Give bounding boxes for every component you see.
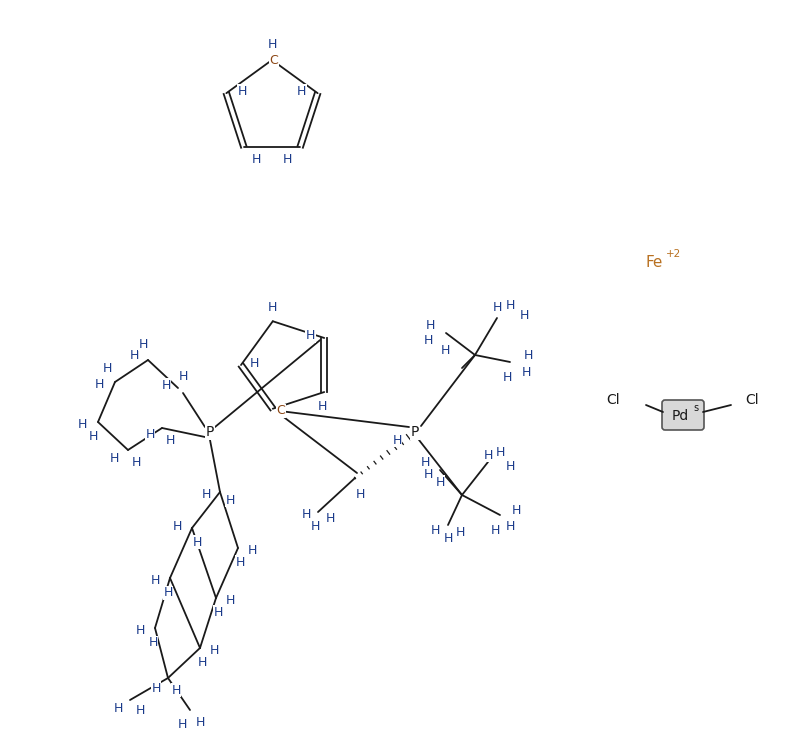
Text: H: H [113,702,123,714]
Text: H: H [318,399,327,413]
Text: H: H [145,427,154,441]
Text: P: P [206,425,214,439]
Text: H: H [511,503,521,517]
Text: H: H [88,430,98,443]
Text: H: H [236,556,245,568]
Text: H: H [102,362,112,374]
Text: C: C [269,53,278,66]
Text: H: H [492,300,502,314]
Text: H: H [129,348,139,362]
Text: H: H [440,343,450,356]
Text: Cl: Cl [745,393,759,407]
Text: H: H [77,418,87,430]
Text: H: H [490,523,500,537]
Text: H: H [519,308,529,322]
Text: H: H [225,593,235,607]
Text: H: H [325,512,335,525]
Text: Pd: Pd [671,409,689,423]
Text: H: H [163,587,173,599]
Text: H: H [139,337,147,351]
Text: H: H [301,508,310,522]
Text: H: H [136,624,145,636]
Text: H: H [201,488,210,500]
Text: H: H [423,467,433,480]
Text: Fe: Fe [646,255,663,269]
Text: H: H [171,683,180,697]
FancyBboxPatch shape [662,400,704,430]
Text: H: H [355,488,365,500]
Text: H: H [392,433,402,446]
Text: H: H [502,370,511,384]
Text: H: H [249,356,258,370]
Text: +2: +2 [666,249,682,259]
Text: H: H [148,636,158,649]
Text: H: H [430,523,440,537]
Text: H: H [210,644,219,657]
Text: H: H [455,526,465,539]
Text: H: H [225,494,235,506]
Text: H: H [483,449,492,461]
Text: H: H [505,520,515,533]
Text: H: H [523,348,533,362]
Text: C: C [277,404,285,417]
Text: H: H [151,573,160,587]
Text: H: H [522,365,530,379]
Text: H: H [151,681,161,694]
Text: H: H [297,85,307,97]
Text: H: H [162,379,171,391]
Text: H: H [247,543,257,556]
Text: H: H [197,657,206,669]
Text: H: H [192,536,202,548]
Text: H: H [505,298,515,311]
Text: H: H [505,460,515,472]
Text: H: H [110,452,119,464]
Text: H: H [177,717,187,731]
Text: H: H [173,520,182,533]
Text: H: H [283,154,292,166]
Text: s: s [693,403,698,413]
Text: H: H [132,455,141,469]
Text: H: H [95,378,104,390]
Text: H: H [136,703,145,717]
Text: H: H [435,475,444,489]
Text: H: H [195,716,205,728]
Text: H: H [268,301,277,314]
Text: H: H [496,446,504,458]
Text: H: H [214,605,223,618]
Text: H: H [310,520,320,534]
Text: H: H [423,334,433,347]
Text: H: H [306,329,315,342]
Text: H: H [178,370,188,382]
Text: H: H [444,531,452,545]
Text: P: P [411,425,419,439]
Text: H: H [238,85,247,97]
Text: H: H [420,455,429,469]
Text: Cl: Cl [607,393,620,407]
Text: H: H [426,319,435,331]
Text: H: H [165,433,175,446]
Text: H: H [267,38,277,50]
Text: H: H [252,154,262,166]
